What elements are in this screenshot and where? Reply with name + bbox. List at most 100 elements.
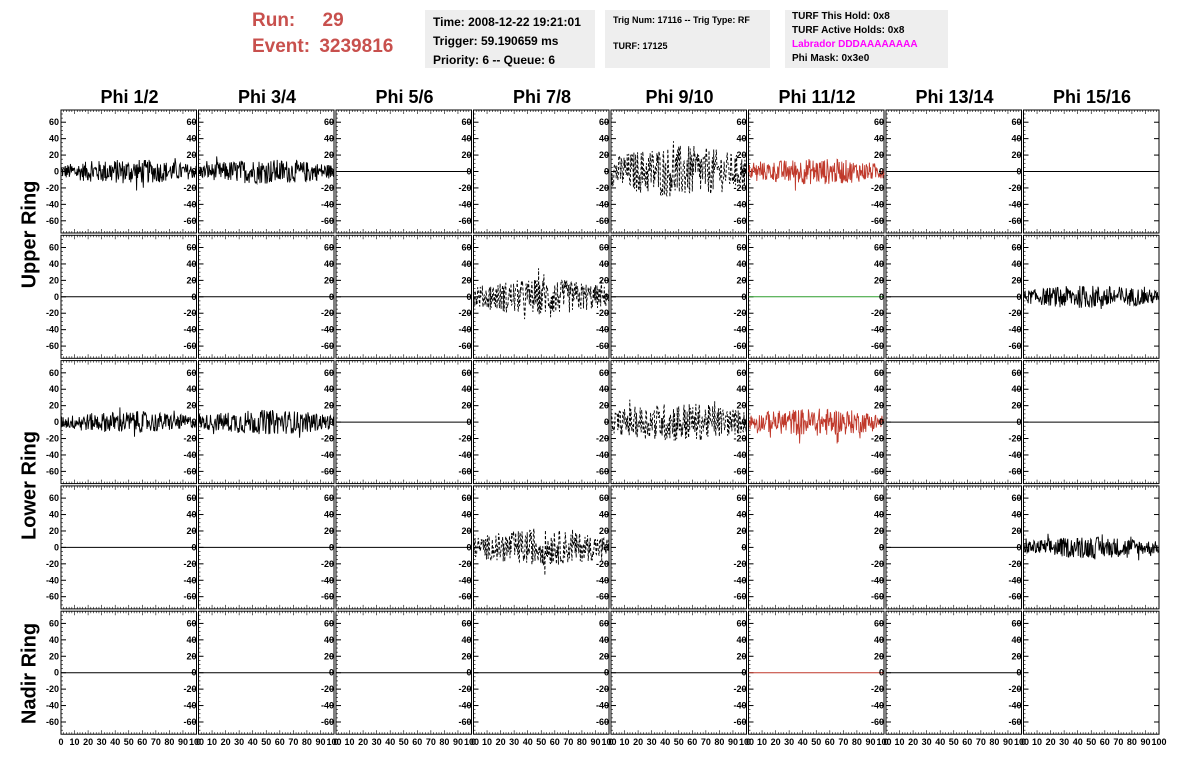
y-tick-label: 0 <box>191 417 196 427</box>
y-tick-label: 0 <box>879 167 884 177</box>
y-tick-label: -60 <box>183 466 196 476</box>
y-tick-label: -60 <box>46 717 59 727</box>
y-tick-label: -60 <box>733 466 746 476</box>
y-tick-label: -60 <box>596 341 609 351</box>
y-tick-label: 40 <box>49 510 59 520</box>
y-tick-label: 40 <box>324 259 334 269</box>
y-tick-label: -20 <box>733 559 746 569</box>
y-tick-label: 40 <box>49 134 59 144</box>
y-tick-label: -40 <box>596 325 609 335</box>
y-tick-label: -20 <box>596 559 609 569</box>
y-tick-label: -40 <box>871 450 884 460</box>
y-tick-label: -40 <box>46 199 59 209</box>
y-tick-label: -60 <box>871 216 884 226</box>
y-tick-label: -40 <box>1008 450 1021 460</box>
y-tick-label: 40 <box>1011 259 1021 269</box>
y-tick-label: 60 <box>736 117 746 127</box>
y-tick-label: -20 <box>871 434 884 444</box>
waveform-trace <box>749 159 885 191</box>
y-tick-label: 20 <box>874 275 884 285</box>
y-tick-label: -40 <box>183 199 196 209</box>
y-tick-label: 0 <box>604 167 609 177</box>
y-tick-label: -40 <box>183 575 196 585</box>
y-tick-label: 60 <box>599 243 609 253</box>
y-tick-label: -20 <box>458 434 471 444</box>
waveform-trace <box>1024 534 1160 561</box>
y-tick-label: -60 <box>871 592 884 602</box>
y-tick-label: 60 <box>186 493 196 503</box>
y-tick-label: 0 <box>466 292 471 302</box>
y-tick-label: -40 <box>46 575 59 585</box>
y-tick-label: -60 <box>871 341 884 351</box>
y-tick-label: -60 <box>321 216 334 226</box>
y-tick-label: -40 <box>596 575 609 585</box>
y-tick-label: 40 <box>324 510 334 520</box>
y-tick-label: 20 <box>461 275 471 285</box>
y-tick-label: 20 <box>736 401 746 411</box>
y-tick-label: 20 <box>599 401 609 411</box>
y-tick-label: -60 <box>183 341 196 351</box>
y-tick-label: 20 <box>1011 526 1021 536</box>
y-tick-label: -20 <box>733 308 746 318</box>
panel-frame <box>474 361 610 484</box>
y-tick-label: -40 <box>321 575 334 585</box>
waveform-trace <box>199 156 335 183</box>
y-tick-label: 60 <box>1011 243 1021 253</box>
y-tick-label: -40 <box>596 450 609 460</box>
waveform-trace <box>611 400 747 441</box>
y-tick-label: 60 <box>461 117 471 127</box>
y-tick-label: -20 <box>596 308 609 318</box>
y-tick-label: 40 <box>186 134 196 144</box>
y-tick-label: -20 <box>46 308 59 318</box>
y-tick-label: -20 <box>183 559 196 569</box>
y-tick-label: 0 <box>1016 542 1021 552</box>
y-tick-label: 20 <box>874 150 884 160</box>
y-tick-label: -40 <box>1008 325 1021 335</box>
y-tick-label: 60 <box>186 117 196 127</box>
y-tick-label: 20 <box>186 401 196 411</box>
y-tick-label: 0 <box>741 292 746 302</box>
y-tick-label: 20 <box>461 401 471 411</box>
y-tick-label: -20 <box>183 434 196 444</box>
y-tick-label: -20 <box>321 434 334 444</box>
y-tick-label: -20 <box>596 183 609 193</box>
y-tick-label: 20 <box>324 526 334 536</box>
y-tick-label: 60 <box>49 493 59 503</box>
y-tick-label: 0 <box>741 542 746 552</box>
y-tick-label: 60 <box>49 243 59 253</box>
y-tick-label: -20 <box>321 559 334 569</box>
y-tick-label: 60 <box>736 243 746 253</box>
y-tick-label: -40 <box>46 450 59 460</box>
y-tick-label: 60 <box>186 243 196 253</box>
y-tick-label: 60 <box>49 117 59 127</box>
y-tick-label: -60 <box>733 592 746 602</box>
y-tick-label: 0 <box>329 292 334 302</box>
y-tick-label: -40 <box>321 199 334 209</box>
y-tick-label: 20 <box>874 526 884 536</box>
y-tick-label: 0 <box>329 542 334 552</box>
y-tick-label: -40 <box>183 450 196 460</box>
y-tick-label: -60 <box>1008 466 1021 476</box>
y-tick-label: 0 <box>604 542 609 552</box>
y-tick-label: -40 <box>46 325 59 335</box>
y-tick-label: 60 <box>599 117 609 127</box>
y-tick-label: 20 <box>461 526 471 536</box>
y-tick-label: 0 <box>191 292 196 302</box>
y-tick-label: 0 <box>1016 417 1021 427</box>
y-tick-label: -60 <box>1008 216 1021 226</box>
y-tick-label: -40 <box>458 575 471 585</box>
y-tick-label: 60 <box>461 243 471 253</box>
y-tick-label: -60 <box>321 341 334 351</box>
